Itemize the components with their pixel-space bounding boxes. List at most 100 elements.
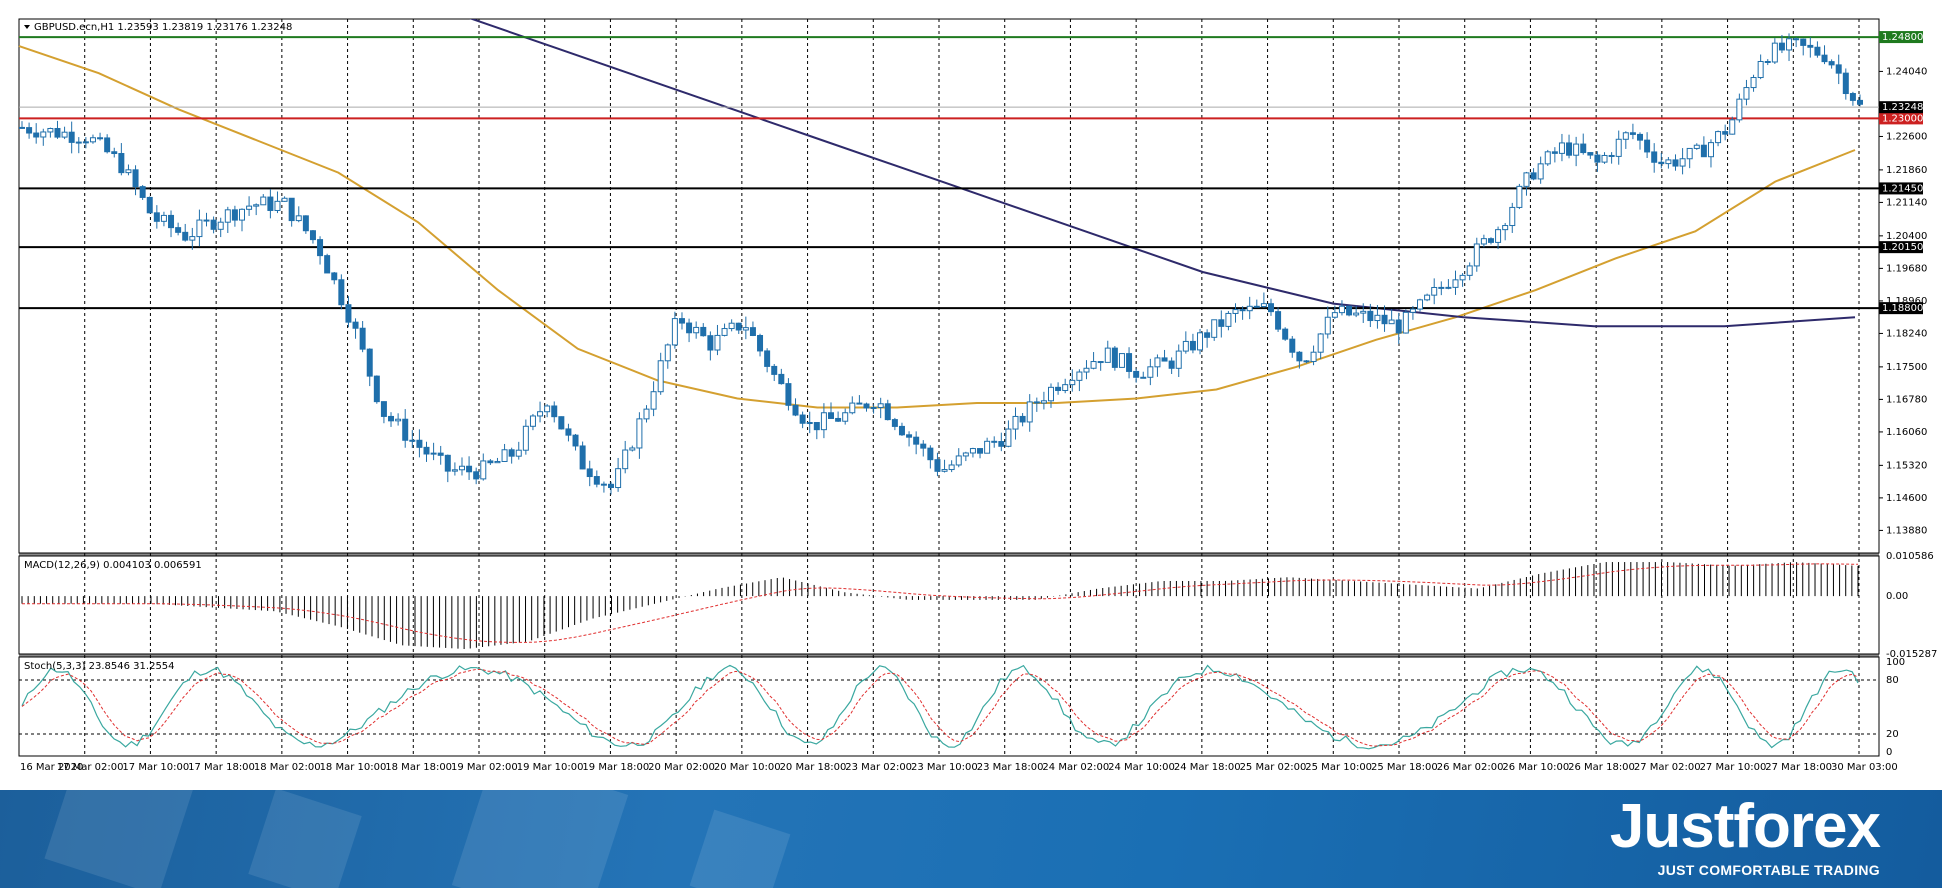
candle-body: [238, 208, 245, 221]
candle-body: [707, 335, 714, 351]
candle-body: [891, 419, 898, 427]
candle-body: [863, 403, 870, 409]
candle-body: [977, 448, 984, 454]
level-price-label: 1.20150: [1882, 242, 1923, 253]
candle-body: [380, 401, 387, 417]
price-tick-label: 1.22600: [1886, 131, 1927, 142]
candle-body: [1310, 351, 1317, 362]
level-price-tag: [1879, 112, 1923, 125]
candle-body: [593, 476, 600, 485]
candle-body: [1204, 332, 1211, 338]
candle-body: [778, 373, 785, 385]
candle-body: [927, 447, 934, 461]
candle-body: [1232, 309, 1239, 314]
candle-body: [629, 447, 636, 451]
candle-body: [608, 483, 615, 489]
candle-body: [991, 440, 998, 443]
candle-body: [288, 197, 295, 222]
candle-body: [537, 411, 544, 417]
price-tick-label: 1.20400: [1886, 231, 1927, 242]
candle-body: [1573, 143, 1580, 156]
candle-body: [1012, 415, 1019, 430]
candle-body: [735, 322, 742, 331]
candle-body: [1005, 428, 1012, 447]
candle-body: [189, 236, 196, 241]
candle-body: [714, 334, 721, 351]
candle-body: [1409, 308, 1416, 313]
candle-body: [451, 469, 458, 472]
current-price-tag: [1879, 101, 1923, 114]
level-price-label: 1.21450: [1882, 183, 1923, 194]
candle-body: [1466, 265, 1473, 276]
x-tick-label: 25 Mar 18:00: [1371, 762, 1438, 773]
moving-averages: [18, 19, 1856, 409]
brand-tagline: JUST COMFORTABLE TRADING: [1657, 862, 1880, 878]
candle-body: [1857, 99, 1863, 105]
candle-body: [388, 415, 395, 422]
stoch-tick-label: 80: [1886, 675, 1899, 686]
price-tick-label: 1.18960: [1886, 296, 1927, 307]
candle-body: [338, 279, 345, 306]
candle-body: [1480, 238, 1487, 245]
candle-body: [253, 204, 260, 207]
candle-body: [828, 412, 835, 419]
banner-shape: [689, 809, 791, 888]
candle-body: [182, 231, 189, 241]
candle-body: [1587, 152, 1594, 156]
candle-body: [97, 137, 104, 140]
candle-body: [1111, 347, 1118, 368]
level-price-tag: [1879, 302, 1923, 315]
candle-body: [1764, 60, 1771, 63]
candle-body: [395, 418, 402, 422]
candle-body: [224, 209, 231, 223]
ma-slow-line: [469, 19, 1856, 328]
stoch-panel-frame: [18, 656, 1880, 757]
candle-body: [281, 197, 288, 202]
x-tick-label: 27 Mar 10:00: [1700, 762, 1767, 773]
candle-body: [771, 365, 778, 375]
candle-body: [1395, 319, 1402, 334]
macd-indicator: 0.010586 0.00 -0.015287: [21, 551, 1937, 660]
candles: [19, 33, 1863, 495]
x-tick-label: 20 Mar 02:00: [648, 762, 715, 773]
candle-body: [998, 441, 1005, 447]
x-tick-label: 18 Mar 02:00: [254, 762, 321, 773]
candle-body: [1821, 54, 1828, 63]
candle-body: [799, 414, 806, 424]
candle-body: [693, 326, 700, 334]
candle-body: [1771, 42, 1778, 63]
candle-body: [175, 227, 182, 233]
candle-body: [1651, 151, 1658, 163]
candle-body: [636, 418, 643, 449]
candle-body: [47, 127, 54, 133]
candle-body: [1580, 143, 1587, 154]
x-tick-label: 24 Mar 02:00: [1042, 762, 1109, 773]
candle-body: [111, 151, 118, 155]
candle-body: [274, 200, 281, 211]
candle-body: [260, 196, 267, 206]
candle-body: [1076, 371, 1083, 381]
candle-body: [1324, 316, 1331, 335]
stoch-tick-label: 20: [1886, 729, 1899, 740]
candle-body: [1842, 72, 1849, 95]
candle-body: [1161, 357, 1168, 362]
price-tick-label: 1.17500: [1886, 362, 1927, 373]
candle-body: [1282, 328, 1289, 340]
candle-body: [331, 272, 338, 281]
candle-body: [324, 255, 331, 274]
candle-body: [1140, 376, 1147, 379]
candle-body: [586, 468, 593, 478]
candle-body: [913, 436, 920, 445]
candle-body: [437, 452, 444, 456]
price-axis: 1.24040 1.22600 1.21860 1.21140 1.20400 1.196…: [1879, 66, 1927, 536]
candle-body: [1814, 46, 1821, 56]
price-tick-label: 1.14600: [1886, 493, 1927, 504]
x-tick-label: 24 Mar 10:00: [1108, 762, 1175, 773]
candle-body: [671, 318, 678, 346]
x-tick-label: 26 Mar 02:00: [1437, 762, 1504, 773]
candle-body: [1530, 172, 1537, 180]
dropdown-triangle-icon[interactable]: [24, 25, 30, 29]
stoch-tick-label: 0: [1886, 747, 1892, 758]
candle-body: [132, 169, 139, 188]
